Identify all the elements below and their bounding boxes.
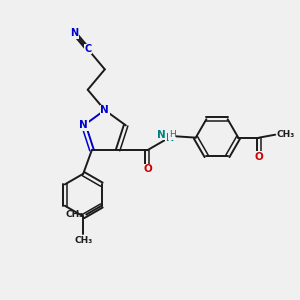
Text: CH₃: CH₃ <box>277 130 295 139</box>
Text: N: N <box>158 130 166 140</box>
Text: H: H <box>169 130 176 139</box>
Text: CH₃: CH₃ <box>74 236 92 245</box>
Text: N: N <box>70 28 79 38</box>
Text: H: H <box>165 133 173 142</box>
Text: O: O <box>255 152 263 162</box>
Text: O: O <box>143 164 152 174</box>
Text: N: N <box>80 120 88 130</box>
Text: CH₃: CH₃ <box>66 210 84 219</box>
Text: N: N <box>100 105 109 115</box>
Text: C: C <box>84 44 91 54</box>
